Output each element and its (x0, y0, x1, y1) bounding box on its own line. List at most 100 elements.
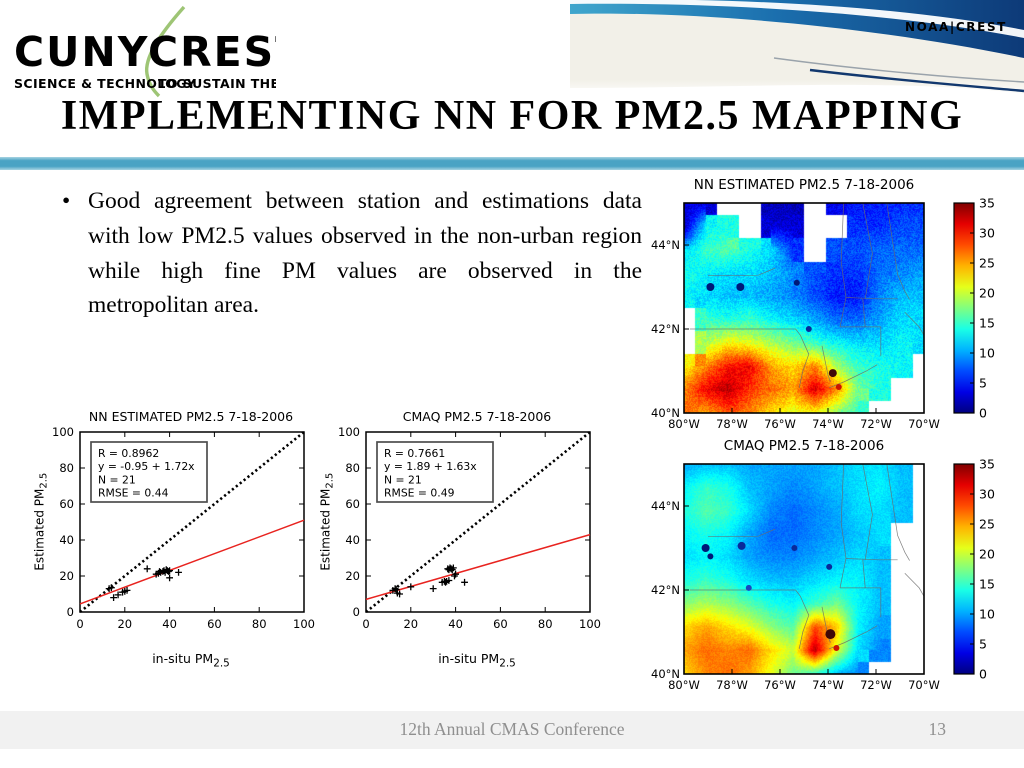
svg-text:100: 100 (579, 617, 601, 631)
svg-text:0: 0 (353, 605, 360, 619)
svg-text:76°W: 76°W (764, 417, 796, 431)
svg-text:15: 15 (979, 316, 995, 331)
noaa-crest-banner: NOAA|CREST (570, 0, 1024, 94)
svg-text:y = 1.89 + 1.63x: y = 1.89 + 1.63x (384, 460, 477, 473)
bullet-text: Good agreement between station and estim… (88, 188, 642, 319)
svg-text:5: 5 (979, 637, 987, 652)
svg-text:y = -0.95 + 1.72x: y = -0.95 + 1.72x (98, 460, 195, 473)
svg-text:40°N: 40°N (651, 406, 680, 420)
svg-text:40: 40 (448, 617, 463, 631)
svg-text:72°W: 72°W (860, 417, 892, 431)
svg-text:74°W: 74°W (812, 417, 844, 431)
svg-text:60: 60 (493, 617, 508, 631)
svg-text:80°W: 80°W (668, 417, 700, 431)
svg-text:30: 30 (979, 487, 995, 502)
svg-text:80: 80 (538, 617, 553, 631)
svg-text:100: 100 (338, 425, 360, 439)
svg-text:35: 35 (979, 457, 995, 472)
bullet-marker: • (62, 188, 71, 214)
svg-text:100: 100 (52, 425, 74, 439)
page-title: IMPLEMENTING NN FOR PM2.5 MAPPING (60, 93, 964, 139)
svg-text:20: 20 (59, 569, 74, 583)
svg-text:44°N: 44°N (651, 499, 680, 513)
svg-text:78°W: 78°W (716, 417, 748, 431)
map-figure-cmaq: CMAQ PM2.5 7-18-2006 44°N 42°N 40°N 80°W 78°… (640, 438, 1024, 698)
svg-text:70°W: 70°W (908, 678, 940, 692)
svg-text:72°W: 72°W (860, 678, 892, 692)
footer-page-number: 13 (928, 719, 947, 739)
svg-text:R = 0.8962: R = 0.8962 (98, 447, 159, 460)
bullet-item: • Good agreement between station and est… (58, 184, 642, 323)
svg-text:40: 40 (162, 617, 177, 631)
banner-tail-light (773, 57, 1024, 83)
scatter-figure-nn: NN ESTIMATED PM2.5 7-18-2006 Estimated P… (30, 408, 322, 676)
crest-wordmark: CREST (148, 28, 276, 76)
svg-text:20: 20 (979, 286, 995, 301)
map-overlay-nn: 44°N 42°N 40°N80°W 78°W 76°W 74°W 72°W 70°W 0 5 10… (651, 196, 995, 432)
svg-text:80: 80 (345, 461, 360, 475)
svg-text:25: 25 (979, 517, 995, 532)
map-overlay-cmaq: 44°N 42°N 40°N80°W 78°W 76°W 74°W 72°W 70°W 0 5 10… (651, 457, 995, 693)
svg-text:78°W: 78°W (716, 678, 748, 692)
svg-text:74°W: 74°W (812, 678, 844, 692)
svg-text:30: 30 (979, 226, 995, 241)
svg-text:42°N: 42°N (651, 322, 680, 336)
scatter-title-nn: NN ESTIMATED PM2.5 7-18-2006 (88, 409, 294, 424)
svg-text:0: 0 (76, 617, 83, 631)
noaa-crest-wordmark: NOAA|CREST (905, 20, 1007, 34)
svg-text:0: 0 (979, 406, 987, 421)
svg-text:40°N: 40°N (651, 667, 680, 681)
svg-text:44°N: 44°N (651, 238, 680, 252)
svg-text:80°W: 80°W (668, 678, 700, 692)
svg-text:80: 80 (59, 461, 74, 475)
svg-text:76°W: 76°W (764, 678, 796, 692)
svg-text:42°N: 42°N (651, 583, 680, 597)
svg-text:RMSE = 0.49: RMSE = 0.49 (384, 487, 455, 500)
map-title-cmaq: CMAQ PM2.5 7-18-2006 (723, 438, 885, 454)
cuny-wordmark: CUNY (14, 28, 149, 76)
scatter-figure-cmaq: CMAQ PM2.5 7-18-2006 Estimated PM2.5 0 20… (316, 408, 608, 676)
footer: 12th Annual CMAS Conference 13 (0, 711, 1024, 749)
scatter-xlabel-cmaq: in-situ PM2.5 (438, 651, 516, 670)
svg-text:60: 60 (345, 497, 360, 511)
svg-text:RMSE = 0.44: RMSE = 0.44 (98, 487, 169, 500)
svg-text:15: 15 (979, 577, 995, 592)
svg-text:100: 100 (293, 617, 315, 631)
svg-text:60: 60 (59, 497, 74, 511)
banner-white-stripe (570, 0, 1024, 38)
scatter-title-cmaq: CMAQ PM2.5 7-18-2006 (402, 409, 552, 424)
svg-text:35: 35 (979, 196, 995, 211)
cuny-crest-logo: CUNY CREST SCIENCE & TECHNOLOGY TO SUSTA… (14, 5, 276, 98)
svg-text:70°W: 70°W (908, 417, 940, 431)
svg-text:N = 21: N = 21 (98, 473, 136, 486)
title-divider (0, 157, 1024, 170)
svg-text:10: 10 (979, 607, 995, 622)
svg-text:60: 60 (207, 617, 222, 631)
svg-text:80: 80 (252, 617, 267, 631)
svg-text:20: 20 (117, 617, 132, 631)
map-figure-nn: NN ESTIMATED PM2.5 7-18-2006 44°N 42°N 40°… (640, 177, 1024, 437)
map-heatmap-canvas-cmaq (684, 464, 924, 674)
scatter-xlabel-nn: in-situ PM2.5 (152, 651, 230, 670)
svg-text:40: 40 (59, 533, 74, 547)
svg-text:25: 25 (979, 256, 995, 271)
svg-text:N = 21: N = 21 (384, 473, 422, 486)
bullet-list: • Good agreement between station and est… (58, 184, 642, 323)
svg-text:5: 5 (979, 376, 987, 391)
svg-text:40: 40 (345, 533, 360, 547)
svg-text:20: 20 (403, 617, 418, 631)
sustain-earth-tagline: TO SUSTAIN THE EARTH (158, 76, 276, 91)
svg-text:10: 10 (979, 346, 995, 361)
svg-text:0: 0 (362, 617, 369, 631)
footer-conference: 12th Annual CMAS Conference (399, 719, 625, 739)
svg-text:0: 0 (979, 667, 987, 682)
svg-text:0: 0 (67, 605, 74, 619)
science-technology-tagline: SCIENCE & TECHNOLOGY (14, 76, 197, 91)
map-heatmap-canvas-nn (684, 203, 924, 413)
svg-text:20: 20 (979, 547, 995, 562)
svg-text:R = 0.7661: R = 0.7661 (384, 447, 445, 460)
svg-text:20: 20 (345, 569, 360, 583)
